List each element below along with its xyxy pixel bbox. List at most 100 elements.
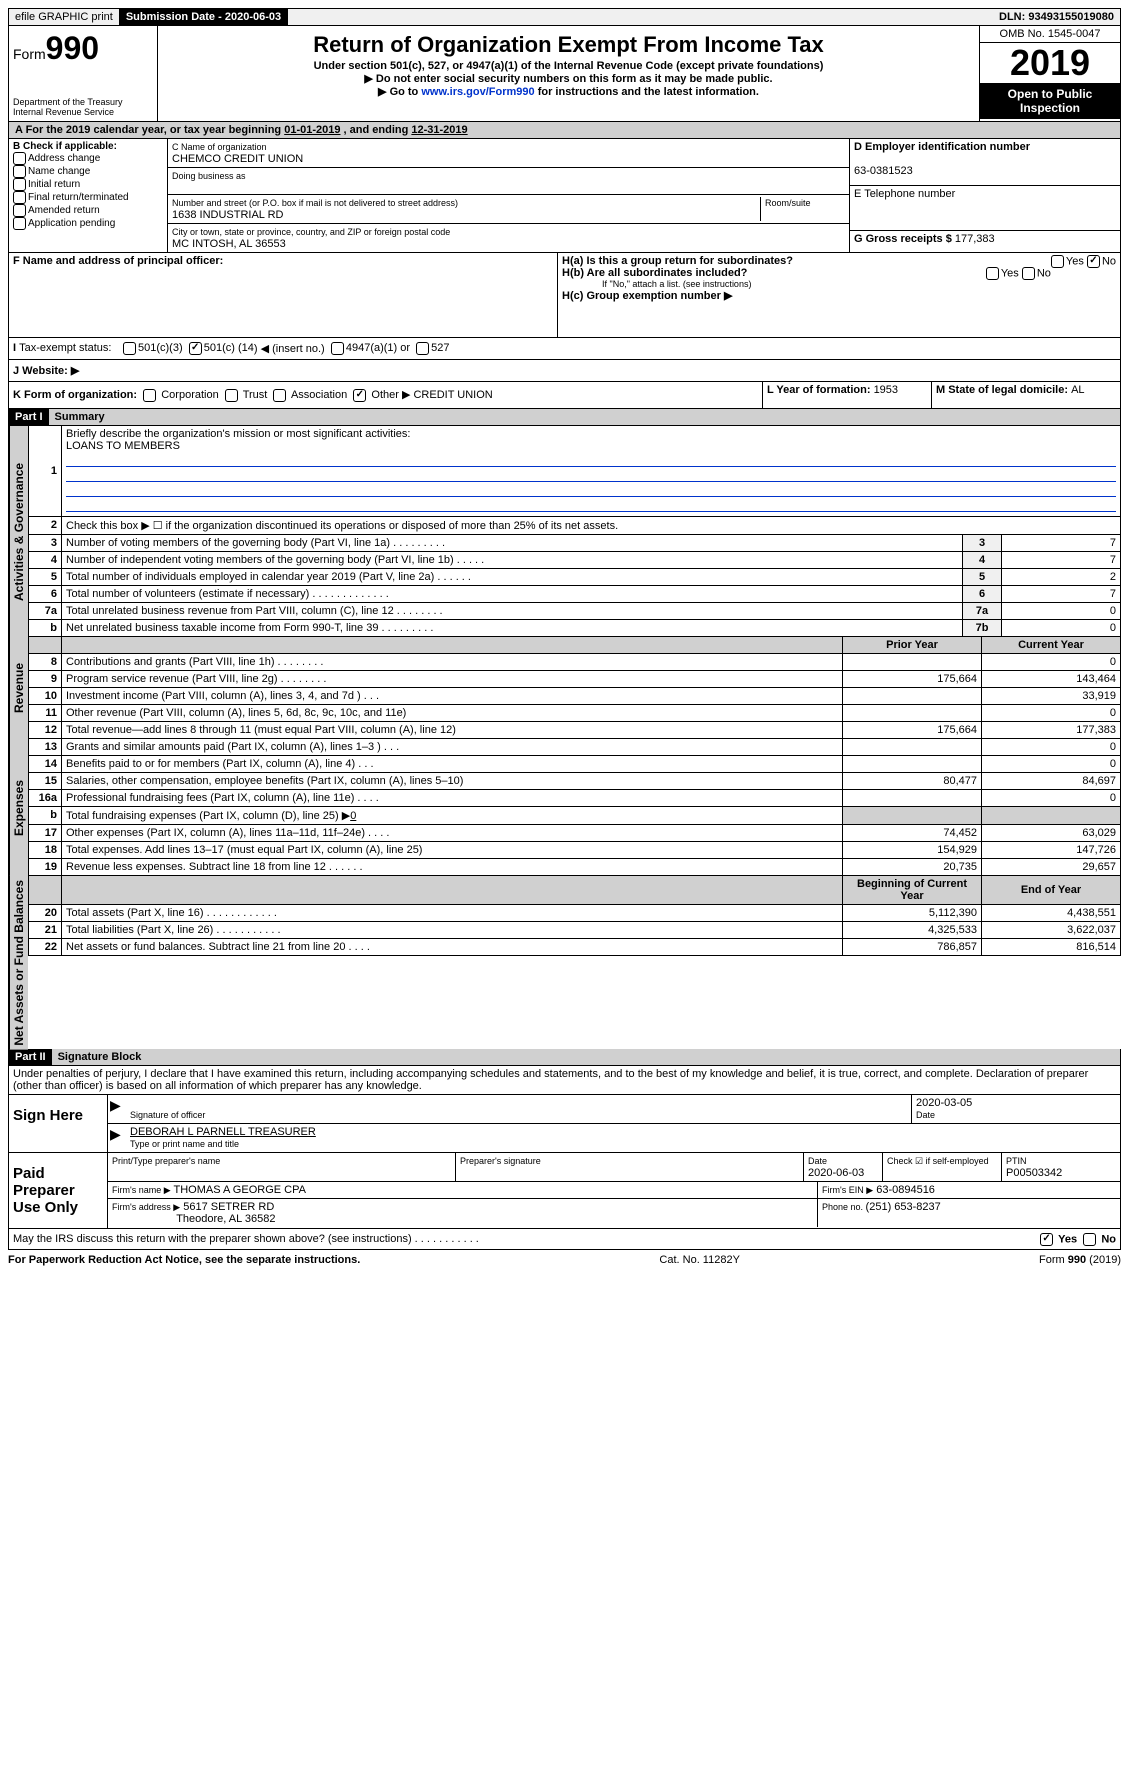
page-footer: For Paperwork Reduction Act Notice, see …: [8, 1250, 1121, 1270]
line21-cy: 3,622,037: [982, 921, 1121, 938]
trust-checkbox[interactable]: [225, 389, 238, 402]
line17: Other expenses (Part IX, column (A), lin…: [62, 824, 843, 841]
tax-year: 2019: [980, 43, 1120, 83]
firm-addr-label: Firm's address ▶: [112, 1202, 180, 1212]
firm-phone: (251) 653-8237: [866, 1201, 941, 1213]
part2-header: Part II: [9, 1049, 52, 1065]
paid-prep-label: Paid Preparer Use Only: [9, 1153, 108, 1228]
firm-addr1: 5617 SETRER RD: [183, 1201, 274, 1213]
form990-link[interactable]: www.irs.gov/Form990: [421, 86, 534, 98]
street-address: 1638 INDUSTRIAL RD: [172, 209, 283, 221]
org-form-row: K Form of organization: Corporation Trus…: [8, 382, 1121, 409]
section-b-label: B Check if applicable:: [13, 141, 117, 152]
org-name: CHEMCO CREDIT UNION: [172, 153, 303, 165]
line6-val: 7: [1002, 585, 1121, 602]
hb-yes-checkbox[interactable]: [986, 267, 999, 280]
line9-cy: 143,464: [982, 670, 1121, 687]
phone-label: E Telephone number: [854, 188, 955, 200]
governance-table: 1 Briefly describe the organization's mi…: [28, 426, 1121, 637]
subtitle-3: ▶ Go to www.irs.gov/Form990 for instruct…: [162, 85, 975, 98]
top-bar: efile GRAPHIC print Submission Date - 20…: [8, 8, 1121, 26]
gross-receipts-label: G Gross receipts $: [854, 233, 955, 245]
form-header: Form990 Department of the Treasury Inter…: [8, 26, 1121, 122]
dept-treasury: Department of the Treasury: [13, 97, 153, 107]
line20-cy: 4,438,551: [982, 904, 1121, 921]
501c3-checkbox[interactable]: [123, 342, 136, 355]
room-label: Room/suite: [765, 198, 811, 208]
addr-change-label: Address change: [28, 153, 100, 164]
line8: Contributions and grants (Part VIII, lin…: [62, 653, 843, 670]
net-assets-table: Beginning of Current YearEnd of Year 20T…: [28, 876, 1121, 956]
line18-py: 154,929: [843, 841, 982, 858]
firm-phone-label: Phone no.: [822, 1202, 866, 1212]
sig-date: 2020-03-05: [916, 1097, 972, 1109]
section-m-label: M State of legal domicile:: [936, 384, 1071, 396]
line9-py: 175,664: [843, 670, 982, 687]
section-f-label: F Name and address of principal officer:: [13, 255, 223, 267]
line3-val: 7: [1002, 534, 1121, 551]
line14: Benefits paid to or for members (Part IX…: [62, 755, 843, 772]
discuss-yes-checkbox[interactable]: [1040, 1233, 1053, 1246]
section-l-label: L Year of formation:: [767, 384, 874, 396]
line7b-val: 0: [1002, 619, 1121, 636]
line21-py: 4,325,533: [843, 921, 982, 938]
addr-change-checkbox[interactable]: [13, 152, 26, 165]
ha-no-checkbox[interactable]: [1087, 255, 1100, 268]
line22-cy: 816,514: [982, 938, 1121, 955]
type-name-label: Type or print name and title: [130, 1139, 239, 1149]
line22-py: 786,857: [843, 938, 982, 955]
part2-title: Signature Block: [52, 1049, 1120, 1065]
cat-no: Cat. No. 11282Y: [659, 1254, 740, 1266]
form-label-footer: Form 990 (2019): [1039, 1254, 1121, 1266]
name-change-checkbox[interactable]: [13, 165, 26, 178]
hb-no-checkbox[interactable]: [1022, 267, 1035, 280]
line19: Revenue less expenses. Subtract line 18 …: [62, 858, 843, 875]
line22: Net assets or fund balances. Subtract li…: [62, 938, 843, 955]
state-domicile: AL: [1071, 384, 1084, 396]
app-pending-checkbox[interactable]: [13, 217, 26, 230]
line16a: Professional fundraising fees (Part IX, …: [62, 789, 843, 806]
line16a-cy: 0: [982, 789, 1121, 806]
4947-checkbox[interactable]: [331, 342, 344, 355]
527-checkbox[interactable]: [416, 342, 429, 355]
amended-checkbox[interactable]: [13, 204, 26, 217]
hc-label: H(c) Group exemption number ▶: [562, 290, 732, 302]
hb-label: H(b) Are all subordinates included?: [562, 267, 747, 279]
sign-here-label: Sign Here: [9, 1095, 108, 1152]
hb-note: If "No," attach a list. (see instruction…: [562, 279, 1116, 289]
prep-name-label: Print/Type preparer's name: [112, 1156, 220, 1166]
other-checkbox[interactable]: [353, 389, 366, 402]
501c-checkbox[interactable]: [189, 342, 202, 355]
line14-cy: 0: [982, 755, 1121, 772]
curr-year-hdr: Current Year: [982, 637, 1121, 654]
line5-val: 2: [1002, 568, 1121, 585]
line7a-val: 0: [1002, 602, 1121, 619]
efile-label[interactable]: efile GRAPHIC print: [9, 9, 120, 25]
officer-name: DEBORAH L PARNELL TREASURER: [130, 1126, 316, 1138]
revenue-table: Prior YearCurrent Year 8Contributions an…: [28, 637, 1121, 739]
line18: Total expenses. Add lines 13–17 (must eq…: [62, 841, 843, 858]
line12-cy: 177,383: [982, 721, 1121, 738]
date-label: Date: [916, 1110, 935, 1120]
discuss-no-checkbox[interactable]: [1083, 1233, 1096, 1246]
firm-name: THOMAS A GEORGE CPA: [174, 1184, 306, 1196]
form-title: Return of Organization Exempt From Incom…: [162, 32, 975, 58]
line13: Grants and similar amounts paid (Part IX…: [62, 739, 843, 756]
sign-here-section: Sign Here ▶ Signature of officer 2020-03…: [8, 1095, 1121, 1153]
line1-label: Briefly describe the organization's miss…: [66, 428, 410, 440]
line3: Number of voting members of the governin…: [62, 534, 963, 551]
final-return-checkbox[interactable]: [13, 191, 26, 204]
assoc-checkbox[interactable]: [273, 389, 286, 402]
line19-py: 20,735: [843, 858, 982, 875]
officer-row: F Name and address of principal officer:…: [8, 253, 1121, 338]
year-formation: 1953: [874, 384, 898, 396]
line10-cy: 33,919: [982, 687, 1121, 704]
ha-yes-checkbox[interactable]: [1051, 255, 1064, 268]
line19-cy: 29,657: [982, 858, 1121, 875]
subtitle-2: ▶ Do not enter social security numbers o…: [162, 72, 975, 85]
irs-label: Internal Revenue Service: [13, 107, 153, 117]
form-number: Form990: [13, 30, 153, 67]
initial-return-checkbox[interactable]: [13, 178, 26, 191]
ein-value: 63-0381523: [854, 165, 913, 177]
corp-checkbox[interactable]: [143, 389, 156, 402]
